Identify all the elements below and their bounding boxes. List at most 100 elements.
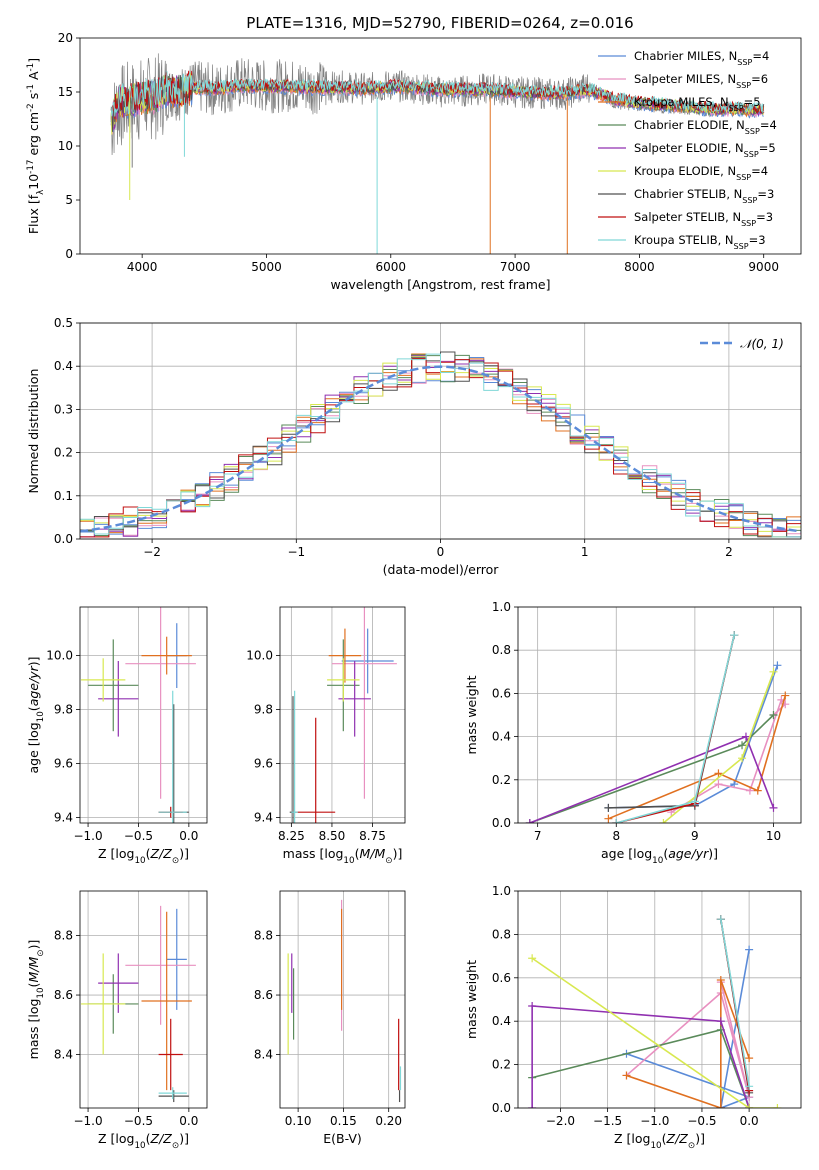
axes-frame: [279, 890, 406, 1109]
model-spectrum-line: [110, 70, 765, 120]
weight-point-marker: [659, 819, 668, 823]
axes-age-weight: 7 8 9 10 0.0 0.2 0.4 0.6 0.8 1.0 age [log10(age/yr…: [464, 600, 802, 866]
legend-label: Salpeter MILES, NSSP=6: [634, 72, 768, 90]
weight-point-marker: [769, 711, 778, 719]
plot-area: [110, 53, 765, 254]
x-axis-label: Z [log10(Z/Z⊙)]: [614, 1131, 705, 1151]
x-tick-label: −1.0: [73, 1114, 102, 1128]
legend-label: Salpeter ELODIE, NSSP=5: [634, 141, 776, 159]
weight-point-marker: [604, 803, 613, 812]
errorbar-point: [158, 690, 187, 823]
x-tick-label: 0.0: [179, 829, 198, 843]
x-tick-label: 6000: [376, 260, 407, 274]
y-tick-label: 8.8: [254, 929, 273, 943]
axes-frame: [79, 37, 802, 255]
plot-area: [289, 607, 397, 823]
x-axis-label: mass [log10(M/M⊙)]: [283, 846, 403, 866]
x-axis-label: (data-model)/error: [383, 562, 500, 577]
x-tick-label: 0.20: [375, 1114, 402, 1128]
x-tick-label: 2: [725, 545, 733, 559]
axes-spectrum: 4000 5000 6000 7000 8000 9000 0 5 10 15 20 waveleng…: [26, 31, 802, 292]
axes-frame: [279, 606, 406, 824]
plot-area: [528, 915, 782, 1108]
legend: Chabrier MILES, NSSP=4 Salpeter MILES, NS…: [598, 49, 777, 251]
y-tick-label: 0.1: [54, 489, 73, 503]
x-tick-label: 0: [437, 545, 445, 559]
y-tick-label: 9.4: [54, 811, 73, 825]
x-axis-label: E(B-V): [323, 1131, 362, 1146]
x-tick-label: 0.10: [285, 1114, 312, 1128]
y-tick-label: 0.3: [54, 402, 73, 416]
axes-Z-age: −1.0 −0.5 0.0 9.4 9.6 9.8 10.0 Z [log10(Z/Z⊙)] a…: [26, 606, 208, 866]
weight-point-marker: [716, 1104, 725, 1108]
weight-point-marker: [690, 797, 699, 806]
x-tick-label: −2.0: [546, 1114, 575, 1128]
weight-point-marker: [622, 1071, 631, 1080]
weight-point-marker: [753, 786, 762, 795]
errorbar-point: [81, 658, 126, 702]
weight-series-line: [608, 634, 735, 809]
weight-point-marker: [738, 754, 747, 763]
weight-series-line: [531, 1005, 750, 1108]
x-tick-label: −0.5: [687, 1114, 716, 1128]
weight-series-line: [616, 634, 735, 823]
y-tick-label: 9.4: [254, 811, 273, 825]
weight-point-marker: [745, 1054, 754, 1063]
y-tick-label: 0.4: [492, 730, 511, 744]
weight-point-marker: [716, 1017, 725, 1026]
x-tick-label: −2: [143, 545, 161, 559]
y-tick-label: 9.6: [54, 757, 73, 771]
weight-point-marker: [745, 1082, 754, 1091]
weight-point-marker: [716, 975, 725, 984]
x-tick-label: 0.0: [179, 1114, 198, 1128]
y-tick-label: 9.6: [254, 757, 273, 771]
x-tick-label: 8000: [624, 260, 655, 274]
errorbar-point: [125, 905, 196, 1025]
x-axis-label: wavelength [Angstrom, rest frame]: [330, 277, 550, 292]
weight-point-marker: [612, 819, 621, 823]
plot-area: [80, 351, 801, 538]
weight-point-marker: [716, 915, 725, 924]
normal-distribution-curve: [80, 365, 801, 533]
x-tick-label: 8.50: [319, 829, 346, 843]
weight-series-line: [626, 979, 750, 1108]
weight-point-marker: [769, 667, 778, 676]
y-tick-label: 15: [58, 85, 73, 99]
weight-point-marker: [714, 780, 723, 789]
axes-frame: [517, 606, 802, 824]
errorbar-point: [98, 661, 139, 737]
errorbar-point: [98, 953, 139, 1013]
y-tick-label: 8.4: [254, 1047, 273, 1061]
x-tick-label: 0.0: [740, 1114, 759, 1128]
weight-point-marker: [745, 1104, 754, 1108]
weight-series-line: [531, 957, 778, 1108]
x-tick-label: −1: [287, 545, 305, 559]
x-axis-label: Z [log10(Z/Z⊙)]: [98, 846, 189, 866]
y-axis-label: Normed distribution: [26, 369, 41, 494]
x-tick-label: 10: [766, 829, 781, 843]
errorbar-point: [166, 908, 187, 1010]
y-tick-label: 8.6: [254, 988, 273, 1002]
errorbar-point: [88, 639, 139, 732]
residual-histogram: [80, 353, 801, 538]
y-tick-label: 0.6: [492, 686, 511, 700]
x-tick-label: 5000: [251, 260, 282, 274]
errorbar-point: [291, 690, 298, 823]
errorbar-point: [141, 911, 192, 1091]
x-tick-label: 9000: [748, 260, 779, 274]
x-tick-label: 8: [612, 829, 620, 843]
plot-area: [287, 899, 402, 1103]
x-tick-label: 9: [691, 829, 699, 843]
y-tick-label: 8.8: [54, 929, 73, 943]
legend-label: Salpeter STELIB, NSSP=3: [634, 210, 773, 228]
y-tick-label: 0.8: [492, 927, 511, 941]
axes-frame: [79, 322, 802, 540]
x-tick-label: 7: [534, 829, 542, 843]
y-tick-label: 0.0: [492, 1101, 511, 1115]
y-tick-label: 0.0: [492, 816, 511, 830]
axes-ebv-mass: 0.10 0.15 0.20 8.4 8.6 8.8 E(B-V): [254, 890, 406, 1146]
y-tick-label: 1.0: [492, 884, 511, 898]
axes-Z-mass: −1.0 −0.5 0.0 8.4 8.6 8.8 Z [log10(Z/Z⊙)] mass …: [26, 890, 208, 1151]
y-tick-label: 0.0: [54, 532, 73, 546]
model-spectrum-line: [110, 71, 765, 117]
